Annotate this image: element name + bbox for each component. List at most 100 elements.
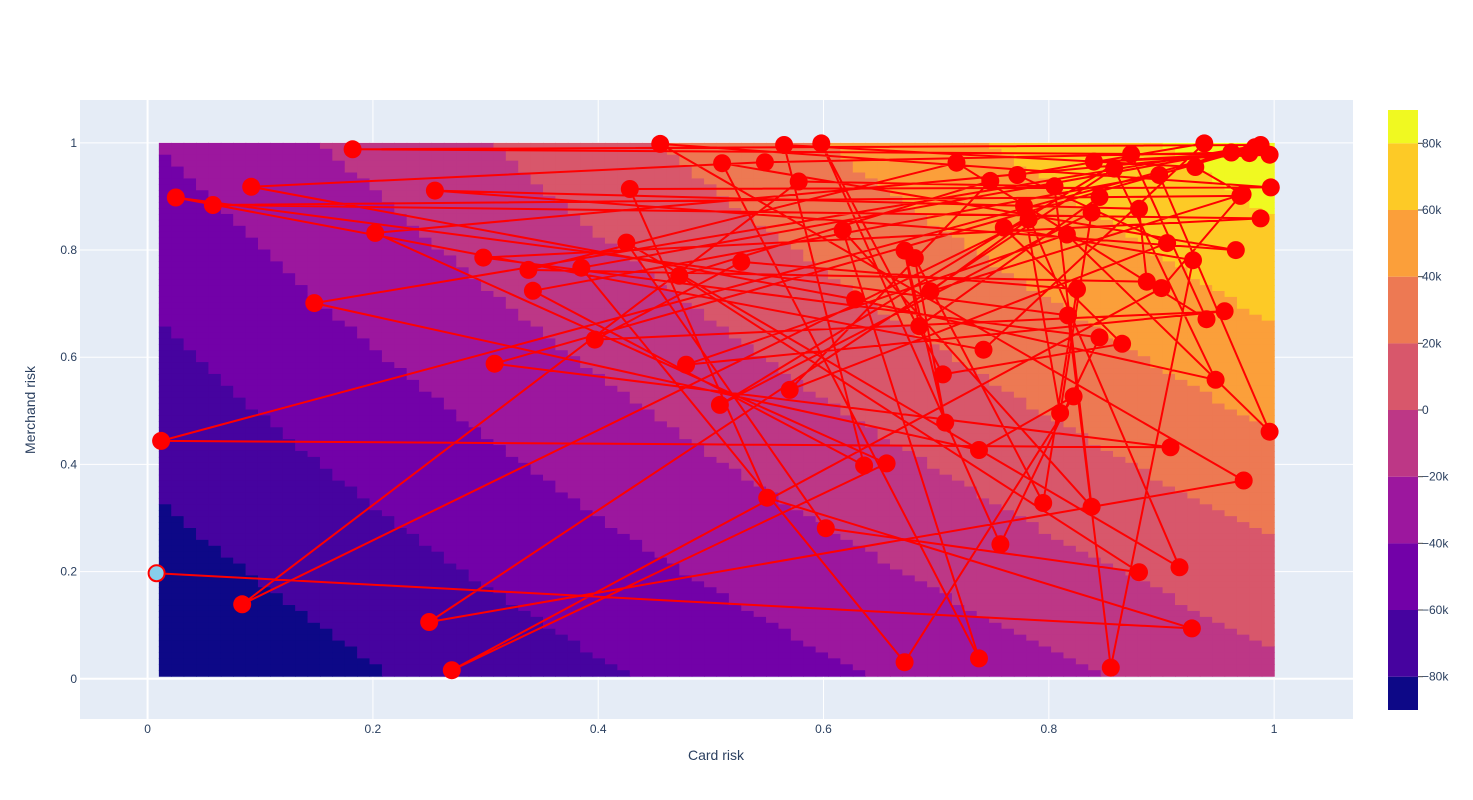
contour-cell bbox=[741, 670, 755, 677]
contour-cell bbox=[233, 551, 247, 559]
contour-cell bbox=[208, 142, 222, 150]
contour-cell bbox=[592, 492, 606, 499]
contour-cell bbox=[815, 213, 829, 221]
contour-cell bbox=[604, 308, 618, 316]
contour-cell bbox=[307, 670, 321, 677]
contour-cell bbox=[456, 474, 470, 482]
contour-cell bbox=[567, 670, 581, 677]
contour-cell bbox=[741, 326, 755, 334]
contour-cell bbox=[456, 664, 470, 671]
contour-cell bbox=[332, 350, 346, 357]
contour-cell bbox=[158, 415, 172, 422]
contour-cell bbox=[741, 569, 755, 577]
contour-cell bbox=[270, 462, 284, 470]
contour-cell bbox=[270, 362, 284, 369]
contour-cell bbox=[815, 575, 829, 582]
contour-cell bbox=[716, 456, 730, 464]
contour-cell bbox=[617, 640, 631, 648]
contour-cell bbox=[642, 433, 656, 440]
contour-cell bbox=[493, 344, 507, 351]
contour-cell bbox=[357, 486, 371, 494]
contour-cell bbox=[530, 172, 544, 180]
contour-cell bbox=[171, 249, 185, 257]
contour-cell bbox=[282, 296, 296, 304]
contour-cell bbox=[332, 243, 346, 251]
contour-cell bbox=[468, 356, 482, 363]
contour-cell bbox=[196, 356, 210, 363]
contour-cell bbox=[443, 610, 457, 618]
contour-cell bbox=[208, 445, 222, 452]
contour-cell bbox=[245, 362, 259, 369]
contour-cell bbox=[295, 427, 309, 434]
contour-cell bbox=[741, 510, 755, 517]
contour-cell bbox=[728, 528, 742, 535]
contour-cell bbox=[691, 409, 705, 417]
contour-cell bbox=[208, 373, 222, 381]
contour-cell bbox=[815, 208, 829, 215]
contour-cell bbox=[381, 172, 395, 180]
contour-cell bbox=[443, 225, 457, 233]
contour-cell bbox=[171, 468, 185, 476]
contour-cell bbox=[307, 255, 321, 262]
contour-cell bbox=[456, 522, 470, 529]
contour-cell bbox=[196, 391, 210, 399]
contour-cell bbox=[741, 362, 755, 369]
contour-cell bbox=[567, 184, 581, 191]
contour-cell bbox=[456, 403, 470, 411]
contour-cell bbox=[567, 557, 581, 565]
contour-cell bbox=[257, 599, 271, 606]
contour-cell bbox=[840, 166, 854, 174]
contour-cell bbox=[332, 498, 346, 505]
contour-cell bbox=[295, 528, 309, 535]
contour-cell bbox=[357, 563, 371, 571]
contour-cell bbox=[381, 368, 395, 375]
contour-cell bbox=[406, 249, 420, 257]
contour-cell bbox=[245, 433, 259, 440]
contour-cell bbox=[158, 172, 172, 180]
contour-cell bbox=[691, 356, 705, 363]
contour-cell bbox=[481, 634, 495, 642]
contour-cell bbox=[282, 450, 296, 458]
contour-cell bbox=[840, 213, 854, 221]
contour-cell bbox=[840, 279, 854, 286]
contour-cell bbox=[704, 154, 718, 162]
contour-cell bbox=[704, 510, 718, 517]
contour-cell bbox=[357, 166, 371, 174]
contour-cell bbox=[158, 593, 172, 600]
contour-cell bbox=[381, 219, 395, 227]
contour-cell bbox=[741, 344, 755, 351]
contour-cell bbox=[790, 433, 804, 440]
contour-cell bbox=[282, 616, 296, 624]
contour-cell bbox=[790, 338, 804, 345]
contour-cell bbox=[543, 385, 556, 393]
contour-cell bbox=[604, 285, 618, 292]
contour-cell bbox=[307, 462, 321, 470]
contour-cell bbox=[208, 154, 222, 162]
contour-cell bbox=[728, 172, 742, 180]
contour-cell bbox=[766, 640, 780, 648]
contour-cell bbox=[257, 516, 271, 523]
contour-cell bbox=[505, 332, 519, 339]
contour-cell bbox=[741, 296, 755, 304]
contour-cell bbox=[567, 332, 581, 339]
contour-cell bbox=[518, 581, 532, 588]
contour-cell bbox=[196, 486, 210, 494]
contour-cell bbox=[629, 421, 643, 428]
contour-cell bbox=[505, 397, 519, 405]
contour-cell bbox=[493, 427, 507, 434]
contour-cell bbox=[617, 510, 631, 517]
contour-cell bbox=[443, 302, 457, 310]
contour-cell bbox=[220, 593, 234, 600]
contour-cell bbox=[196, 593, 210, 600]
contour-cell bbox=[567, 403, 581, 411]
contour-cell bbox=[481, 308, 495, 316]
contour-cell bbox=[468, 160, 482, 168]
contour-cell bbox=[766, 308, 780, 316]
contour-cell bbox=[344, 190, 358, 197]
contour-cell bbox=[753, 628, 767, 636]
contour-cell bbox=[245, 225, 259, 233]
contour-cell bbox=[196, 539, 210, 547]
contour-cell bbox=[790, 516, 804, 523]
contour-cell bbox=[332, 308, 346, 316]
contour-cell bbox=[679, 326, 693, 334]
